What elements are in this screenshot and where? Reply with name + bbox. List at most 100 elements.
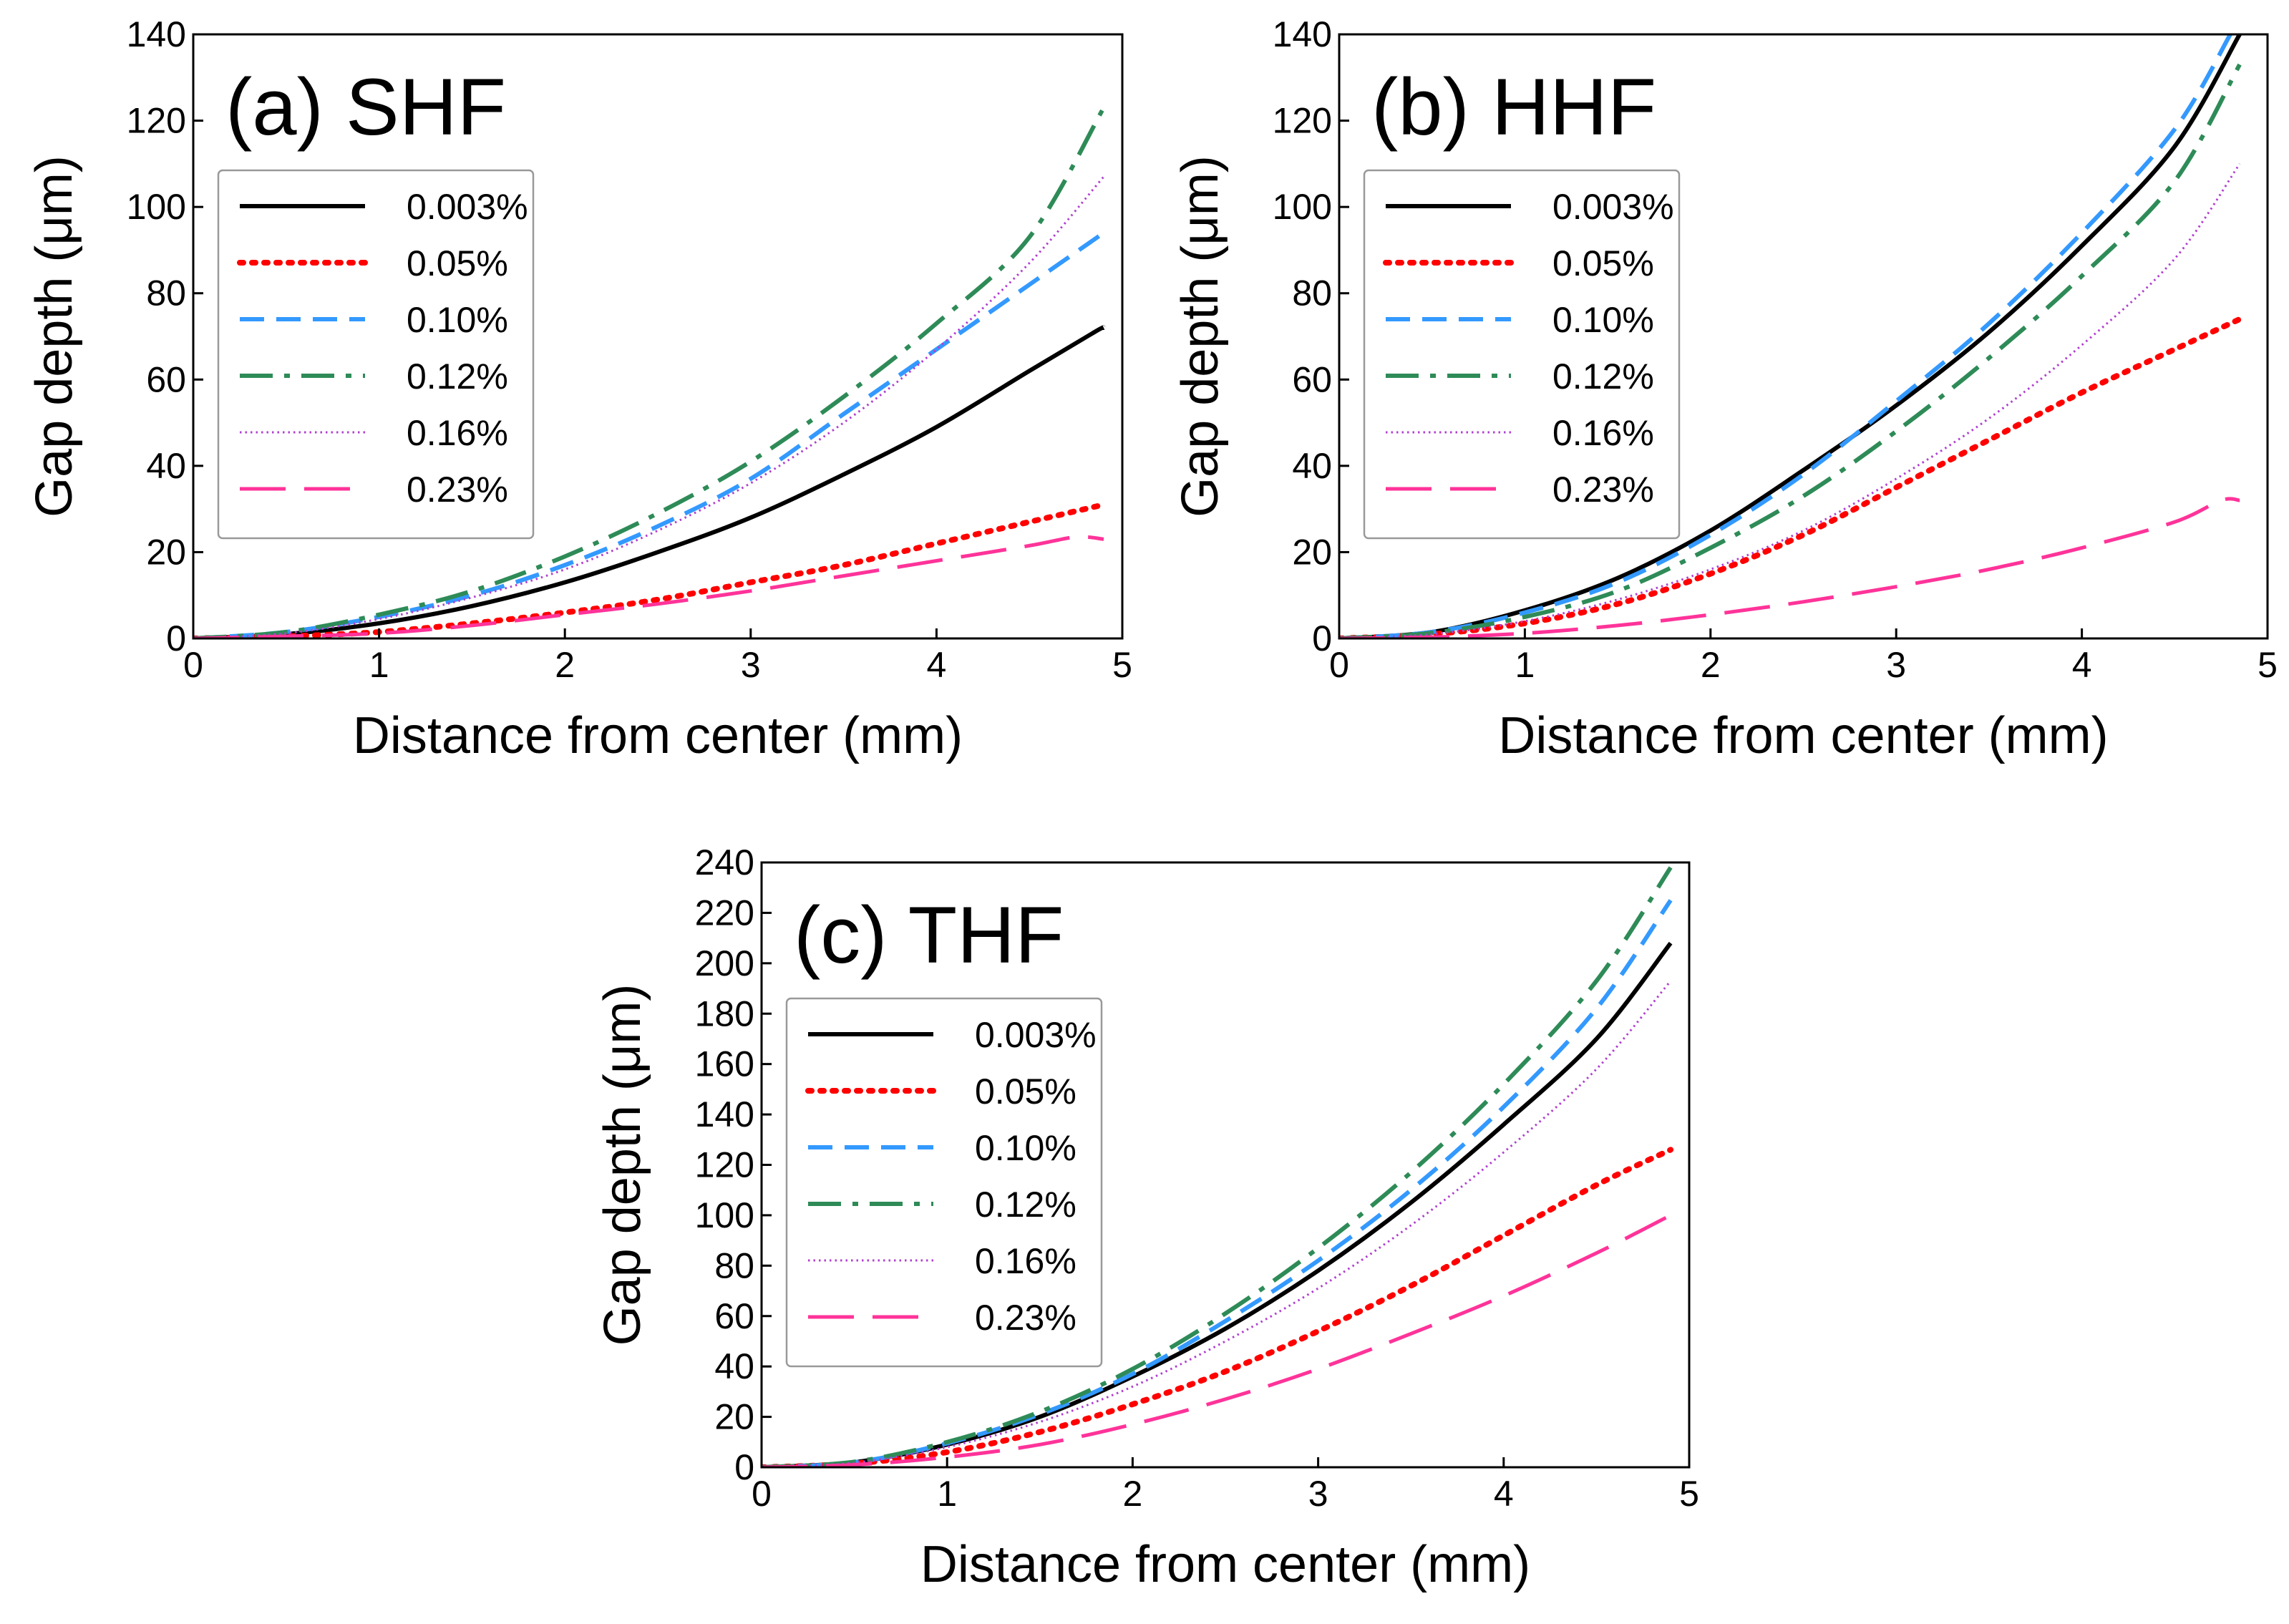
legend-label: 0.05% xyxy=(1552,243,1654,283)
series-line-010 xyxy=(1339,34,2232,638)
y-tick-label: 0 xyxy=(166,618,186,658)
legend-label: 0.003% xyxy=(1552,187,1674,227)
axes-frame xyxy=(1338,33,2269,640)
axes-frame xyxy=(192,33,1124,640)
x-tick-label: 5 xyxy=(1112,645,1132,685)
legend-label: 0.10% xyxy=(407,300,508,340)
legend-label: 0.23% xyxy=(407,470,508,510)
panel-title: (c) THF xyxy=(794,890,1064,980)
y-tick-label: 40 xyxy=(714,1346,754,1386)
legend-box xyxy=(1363,169,1681,540)
panel-title: (a) SHF xyxy=(225,62,506,152)
y-tick-label: 0 xyxy=(1312,618,1332,658)
x-tick-label: 0 xyxy=(1329,645,1349,685)
y-tick-label: 80 xyxy=(1292,273,1332,313)
y-tick-label: 140 xyxy=(1273,14,1332,54)
series-line-016 xyxy=(762,980,1672,1467)
legend-label: 0.16% xyxy=(407,413,508,453)
x-tick-label: 3 xyxy=(1308,1474,1328,1514)
series-group xyxy=(1339,34,2243,638)
series-line-023 xyxy=(762,1213,1672,1467)
series-line-010 xyxy=(762,899,1673,1467)
legend-box xyxy=(785,997,1103,1368)
panel-a-shf: 0 1 2 3 4 5 0 20 40 60 80 100 120 140 Distance from ce… xyxy=(26,14,1132,764)
y-tick-label: 220 xyxy=(695,893,754,933)
x-tick-label: 1 xyxy=(369,645,389,685)
legend-label: 0.16% xyxy=(1552,413,1654,453)
y-tick-label: 140 xyxy=(127,14,186,54)
series-line-023 xyxy=(193,535,1104,638)
series-line-0003 xyxy=(1339,34,2242,638)
x-tick-label: 4 xyxy=(926,645,946,685)
series-line-016 xyxy=(193,175,1105,638)
series-group xyxy=(762,866,1674,1467)
y-tick-label: 120 xyxy=(127,101,186,141)
series-line-0003 xyxy=(193,325,1106,638)
x-tick-label: 3 xyxy=(1886,645,1906,685)
x-tick-label: 4 xyxy=(1494,1474,1514,1514)
panel-b-hhf: 0 1 2 3 4 5 0 20 40 60 80 100 120 140 Distance from ce… xyxy=(1172,14,2278,764)
y-tick-label: 20 xyxy=(1292,532,1332,572)
series-line-012 xyxy=(193,107,1106,638)
y-tick-label: 20 xyxy=(146,532,186,572)
series-line-005 xyxy=(762,1147,1674,1467)
x-tick-label: 1 xyxy=(937,1474,957,1514)
x-tick-label: 5 xyxy=(2258,645,2278,685)
legend-label: 0.12% xyxy=(975,1185,1077,1225)
y-tick-label: 0 xyxy=(734,1447,754,1487)
legend-label: 0.23% xyxy=(975,1298,1077,1338)
y-tick-label: 180 xyxy=(695,993,754,1034)
x-axis-title: Distance from center (mm) xyxy=(353,707,963,764)
y-tick-label: 80 xyxy=(714,1245,754,1285)
panel-title: (b) HHF xyxy=(1371,62,1656,152)
y-axis-title: Gap depth (μm) xyxy=(594,984,651,1346)
series-group xyxy=(193,107,1107,638)
legend-label: 0.12% xyxy=(407,356,508,397)
y-tick-label: 100 xyxy=(1273,187,1332,227)
series-line-005 xyxy=(1339,316,2243,638)
y-tick-label: 60 xyxy=(146,359,186,399)
y-tick-label: 80 xyxy=(146,273,186,313)
y-tick-label: 120 xyxy=(695,1145,754,1185)
y-tick-label: 100 xyxy=(127,187,186,227)
x-tick-label: 4 xyxy=(2072,645,2092,685)
legend-label: 0.003% xyxy=(407,187,528,227)
legend-label: 0.10% xyxy=(1552,300,1654,340)
y-tick-label: 40 xyxy=(1292,446,1332,486)
x-tick-label: 3 xyxy=(741,645,761,685)
series-line-012 xyxy=(1339,63,2242,638)
y-tick-label: 100 xyxy=(695,1195,754,1235)
x-tick-label: 0 xyxy=(183,645,203,685)
y-axis-title: Gap depth (μm) xyxy=(1172,155,1229,517)
panel-c-thf: 0 1 2 3 4 5 0 20 40 60 80 100 120 140 160 180 200 220 240 D… xyxy=(594,842,1699,1593)
legend: 0.003% 0.05% 0.10% 0.12% 0.16% 0.23% xyxy=(785,997,1103,1368)
legend: 0.003% 0.05% 0.10% 0.12% 0.16% 0.23% xyxy=(1363,169,1681,540)
y-tick-label: 140 xyxy=(695,1094,754,1134)
legend: 0.003% 0.05% 0.10% 0.12% 0.16% 0.23% xyxy=(217,169,535,540)
x-axis-title: Distance from center (mm) xyxy=(920,1536,1530,1593)
legend-label: 0.05% xyxy=(407,243,508,283)
x-tick-label: 2 xyxy=(1122,1474,1142,1514)
legend-label: 0.23% xyxy=(1552,470,1654,510)
y-axis-title: Gap depth (μm) xyxy=(26,155,83,517)
x-axis-title: Distance from center (mm) xyxy=(1498,707,2108,764)
x-tick-label: 0 xyxy=(752,1474,772,1514)
y-tick-label: 60 xyxy=(1292,359,1332,399)
x-tick-label: 5 xyxy=(1679,1474,1699,1514)
legend-label: 0.05% xyxy=(975,1071,1077,1112)
y-tick-label: 160 xyxy=(695,1044,754,1084)
y-tick-label: 40 xyxy=(146,446,186,486)
series-line-023 xyxy=(1339,497,2240,638)
legend-label: 0.10% xyxy=(975,1128,1077,1168)
y-tick-label: 200 xyxy=(695,943,754,983)
legend-label: 0.16% xyxy=(975,1241,1077,1281)
x-tick-label: 1 xyxy=(1515,645,1535,685)
legend-box xyxy=(217,169,535,540)
y-tick-label: 240 xyxy=(695,842,754,882)
y-tick-label: 120 xyxy=(1273,101,1332,141)
series-line-012 xyxy=(762,866,1673,1467)
legend-label: 0.12% xyxy=(1552,356,1654,397)
y-tick-label: 20 xyxy=(714,1397,754,1437)
y-tick-label: 60 xyxy=(714,1296,754,1336)
